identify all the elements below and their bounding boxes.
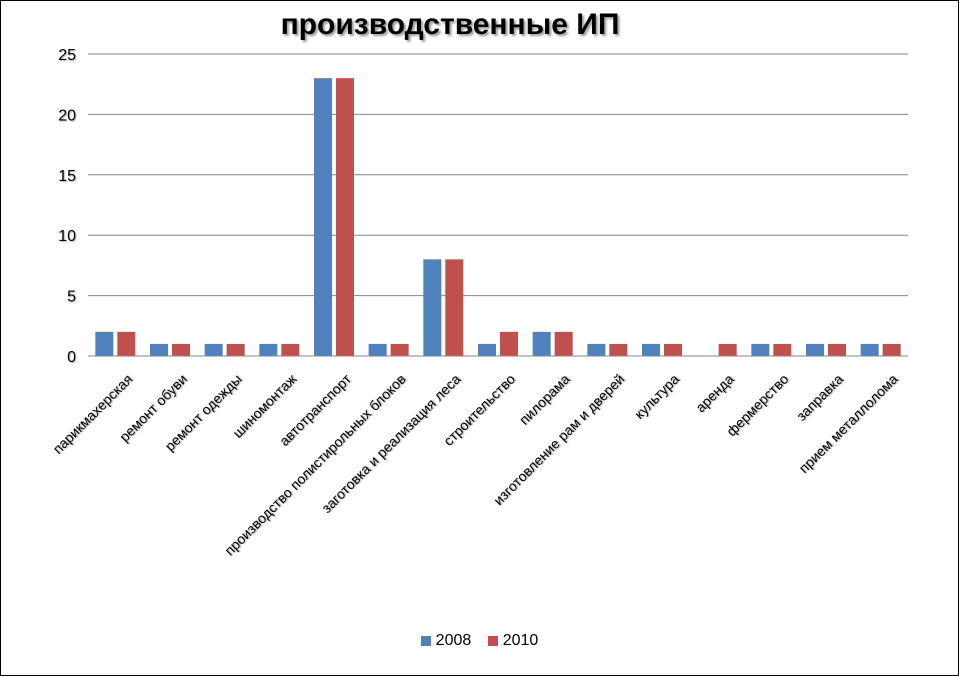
chart-title: производственные ИП xyxy=(280,8,620,41)
legend-item-2008: 2008 xyxy=(420,632,472,650)
bar-2008-14 xyxy=(860,343,879,356)
x-category-label: парикмахерская xyxy=(49,371,135,457)
y-tick-label: 20 xyxy=(58,107,76,124)
bar-2008-2 xyxy=(204,343,223,356)
y-axis-tick-labels: 0 5 10 15 20 25 xyxy=(58,47,76,366)
legend-swatch-2010 xyxy=(487,636,498,646)
x-category-label: прием металлолома xyxy=(795,371,900,476)
x-category-label: аренда xyxy=(692,371,737,416)
bar-2008-9 xyxy=(587,343,606,356)
bar-2010-12 xyxy=(773,343,792,356)
bar-2010-10 xyxy=(664,343,682,356)
bar-2010-13 xyxy=(828,343,846,356)
bar-2010-4 xyxy=(336,78,354,356)
legend: 2008 2010 xyxy=(0,632,959,651)
bar-2008-10 xyxy=(642,343,660,356)
bar-2010-9 xyxy=(609,343,628,356)
y-tick-label: 15 xyxy=(58,168,76,185)
x-category-label: пилорама xyxy=(516,371,573,428)
bar-2008-3 xyxy=(259,343,278,356)
bar-2010-7 xyxy=(500,331,518,356)
legend-label-2010: 2010 xyxy=(502,632,539,649)
x-category-label: культура xyxy=(631,371,682,422)
legend-item-2010: 2010 xyxy=(487,632,539,650)
legend-swatch-2008 xyxy=(420,636,431,646)
bars xyxy=(95,78,901,356)
bar-2008-5 xyxy=(368,343,387,356)
legend-label-2008: 2008 xyxy=(435,632,472,649)
bar-2010-11 xyxy=(718,343,737,356)
bar-2010-8 xyxy=(554,331,573,356)
bar-2010-3 xyxy=(281,343,300,356)
y-tick-label: 5 xyxy=(67,289,76,306)
bar-2010-0 xyxy=(117,331,136,356)
bar-2010-5 xyxy=(390,343,409,356)
bar-2008-12 xyxy=(751,343,770,356)
bar-2008-13 xyxy=(806,343,824,356)
bar-2008-8 xyxy=(532,331,551,356)
gridlines xyxy=(88,53,908,297)
bar-2008-6 xyxy=(423,259,442,356)
bar-2008-7 xyxy=(478,343,496,356)
y-tick-label: 10 xyxy=(58,228,76,245)
x-category-label: заправка xyxy=(793,371,846,424)
bar-2010-1 xyxy=(172,343,190,356)
bar-2008-1 xyxy=(150,343,168,356)
y-tick-label: 0 xyxy=(67,349,76,366)
bar-2008-4 xyxy=(314,78,332,356)
bar-2008-0 xyxy=(95,331,114,356)
bar-2010-6 xyxy=(445,259,464,356)
y-tick-label: 25 xyxy=(58,47,76,64)
bar-2010-14 xyxy=(882,343,901,356)
bar-2010-2 xyxy=(226,343,245,356)
